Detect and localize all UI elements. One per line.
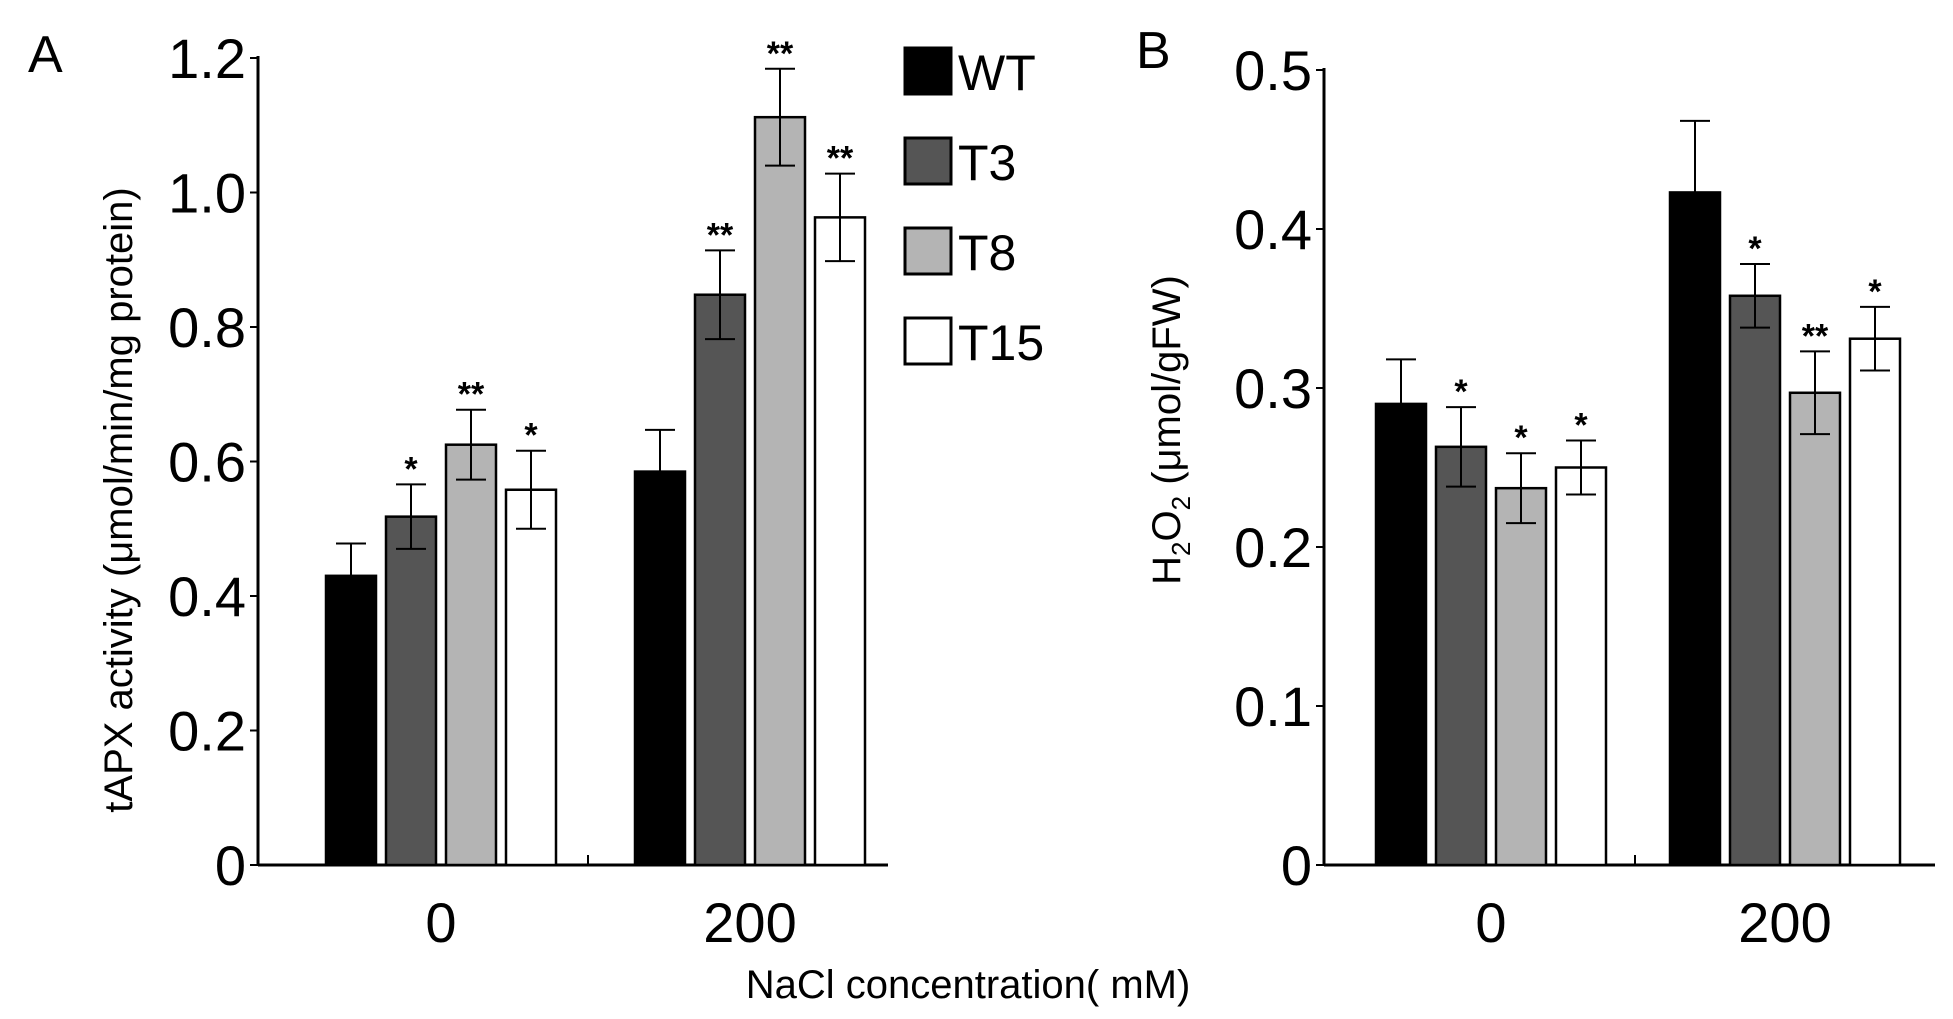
- panel-a-bars: **********: [324, 35, 867, 867]
- bar-t15-200: [1848, 337, 1902, 867]
- legend-label-t3: T3: [958, 135, 1016, 191]
- bar-wt-200: [633, 470, 687, 867]
- legend-swatch-t8: [903, 226, 953, 276]
- panel-a-letter: A: [28, 26, 63, 84]
- legend-swatch-t15: [903, 316, 953, 366]
- x-category-label: 0: [425, 891, 456, 954]
- bar-wt-200: [1668, 191, 1722, 867]
- y-tick-label: 0.6: [168, 431, 246, 494]
- legend-label-t15: T15: [958, 315, 1044, 371]
- significance-marker: **: [767, 35, 794, 73]
- legend-swatch-wt: [903, 46, 953, 96]
- legend: WT T3 T8 T15: [903, 45, 1044, 371]
- panel-a-chart: A tAPX activity (μmol/min/mg protein) 00…: [28, 26, 888, 954]
- legend-label-wt: WT: [958, 45, 1036, 101]
- significance-marker: *: [1574, 406, 1588, 444]
- significance-marker: *: [1454, 373, 1468, 411]
- y-tick-label: 0.4: [1234, 198, 1312, 261]
- x-axis-label: NaCl concentration( mM): [746, 963, 1191, 1007]
- significance-marker: **: [1802, 317, 1829, 355]
- panel-b-y-ticks: 0 0.1 0.2 0.3 0.4 0.5: [1234, 39, 1324, 897]
- bar-t15-0: [504, 488, 558, 867]
- y-label-o: O: [1145, 510, 1189, 541]
- bar-t3-200: [1728, 294, 1782, 867]
- y-label-sub2: 2: [1166, 496, 1196, 510]
- significance-marker: *: [1748, 230, 1762, 268]
- bar-wt-0: [1374, 402, 1428, 867]
- legend-label-t8: T8: [958, 225, 1016, 281]
- significance-marker: *: [1868, 273, 1882, 311]
- y-tick-label: 0.2: [1234, 516, 1312, 579]
- bar-t8-200: [753, 115, 807, 867]
- y-tick-label: 0.1: [1234, 675, 1312, 738]
- bar-t3-0: [384, 515, 438, 867]
- y-tick-label: 0.5: [1234, 39, 1312, 102]
- x-category-label: 200: [703, 891, 796, 954]
- significance-marker: *: [524, 417, 538, 455]
- bar-t15-200: [813, 216, 867, 867]
- y-label-h: H: [1145, 556, 1189, 585]
- y-tick-label: 0: [1281, 834, 1312, 897]
- y-tick-label: 1.0: [168, 162, 246, 225]
- significance-marker: *: [404, 450, 418, 488]
- significance-marker: **: [458, 376, 485, 414]
- bar-t8-0: [1494, 486, 1548, 867]
- bar-t15-0: [1554, 466, 1608, 867]
- panel-a-x-categories: 0 200: [425, 891, 796, 954]
- y-tick-label: 0.8: [168, 296, 246, 359]
- bar-t8-200: [1788, 391, 1842, 867]
- x-category-label: 0: [1475, 891, 1506, 954]
- y-tick-label: 0.3: [1234, 357, 1312, 420]
- significance-marker: *: [1514, 419, 1528, 457]
- panel-b-bars: *******: [1374, 119, 1902, 867]
- panel-b-chart: B H2O2 (μmol/gFW) 00.10.20.30.40.5 *****…: [1136, 22, 1935, 954]
- panel-a-y-axis-label: tAPX activity (μmol/min/mg protein): [97, 187, 141, 812]
- bar-t3-200: [693, 293, 747, 867]
- bar-t8-0: [444, 443, 498, 867]
- y-tick-label: 1.2: [168, 27, 246, 90]
- y-label-rest: (μmol/gFW): [1145, 275, 1189, 496]
- significance-marker: **: [707, 216, 734, 254]
- panel-b-y-axis-label: H2O2 (μmol/gFW): [1145, 275, 1196, 585]
- y-tick-label: 0.4: [168, 565, 246, 628]
- significance-marker: **: [827, 140, 854, 178]
- y-tick-label: 0.2: [168, 700, 246, 763]
- panel-a-y-ticks: 0 0.2 0.4 0.6 0.8 1.0 1.2: [168, 27, 258, 897]
- legend-swatch-t3: [903, 136, 953, 186]
- x-category-label: 200: [1738, 891, 1831, 954]
- y-label-sub1: 2: [1166, 542, 1196, 556]
- bar-t3-0: [1434, 445, 1488, 867]
- bar-wt-0: [324, 574, 378, 867]
- y-tick-label: 0: [215, 834, 246, 897]
- panel-b-x-categories: 0 200: [1475, 891, 1831, 954]
- panel-b-letter: B: [1136, 22, 1171, 80]
